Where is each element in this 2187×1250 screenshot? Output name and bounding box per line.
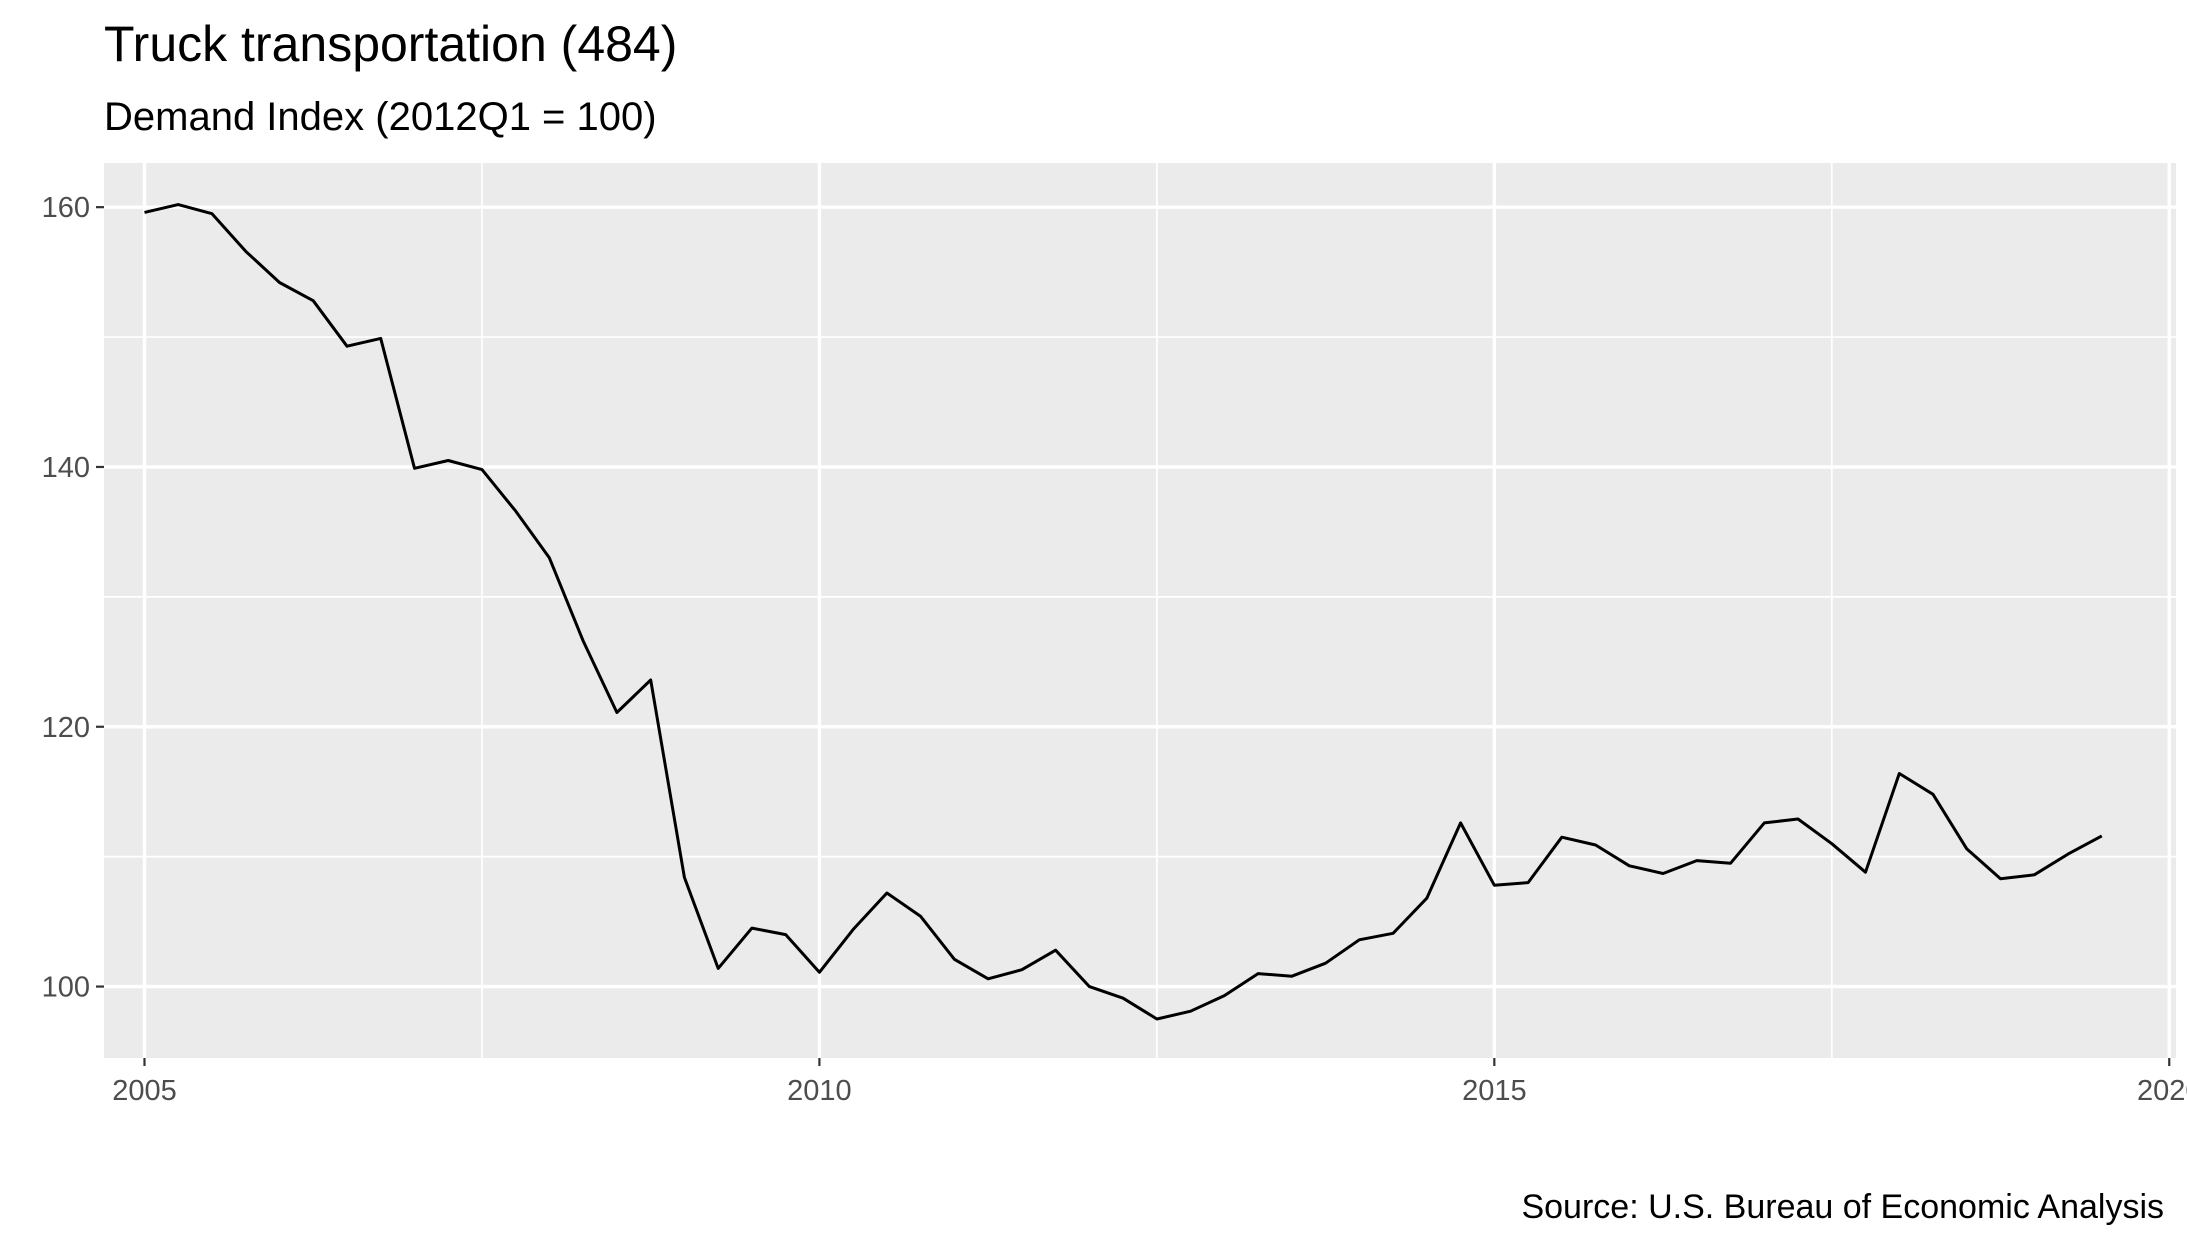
plot-panel bbox=[104, 163, 2176, 1058]
x-tick-label-2020: 2020 bbox=[2137, 1075, 2187, 1107]
x-tick-label-2010: 2010 bbox=[787, 1075, 852, 1107]
y-tick-label-140: 140 bbox=[42, 452, 90, 484]
series-line-0 bbox=[144, 203, 2103, 1021]
minor-gridlines bbox=[104, 163, 2176, 1058]
y-axis: 100 120 140 160 bbox=[42, 192, 104, 1004]
y-tick-label-120: 120 bbox=[42, 712, 90, 744]
x-tick-label-2005: 2005 bbox=[112, 1075, 177, 1107]
chart-caption: Source: U.S. Bureau of Economic Analysis bbox=[1521, 1188, 2164, 1226]
x-axis: 2005 2010 2015 2020 bbox=[112, 1058, 2187, 1107]
y-tick-label-100: 100 bbox=[42, 972, 90, 1004]
x-tick-label-2015: 2015 bbox=[1462, 1075, 1527, 1107]
chart-title: Truck transportation (484) bbox=[104, 16, 677, 72]
y-tick-label-160: 160 bbox=[42, 192, 90, 224]
major-gridlines bbox=[104, 163, 2176, 1058]
chart-subtitle: Demand Index (2012Q1 = 100) bbox=[104, 95, 657, 139]
series-layer bbox=[144, 203, 2103, 1021]
